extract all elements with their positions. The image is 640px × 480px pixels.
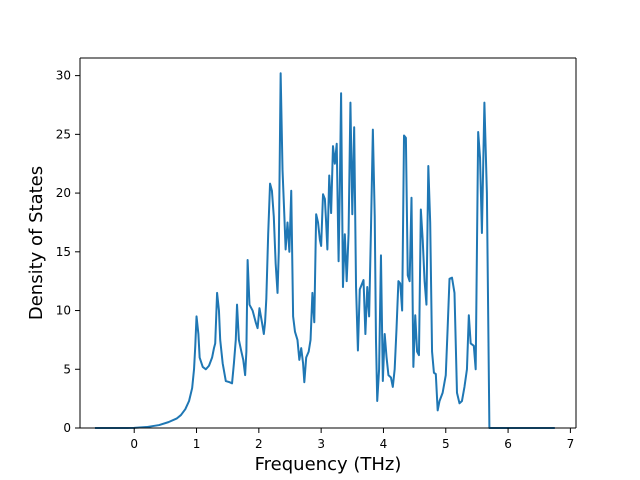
y-tick-label: 5: [63, 362, 71, 376]
y-axis-label: Density of States: [26, 166, 47, 320]
x-tick-label: 2: [255, 437, 263, 451]
y-tick-label: 25: [56, 127, 71, 141]
y-tick-label: 30: [56, 69, 71, 83]
x-tick-label: 4: [380, 437, 388, 451]
axes-frame: [79, 57, 577, 429]
x-tick-label: 3: [317, 437, 325, 451]
x-tick-label: 7: [567, 437, 575, 451]
x-tick-label: 5: [442, 437, 450, 451]
x-tick-label: 0: [130, 437, 138, 451]
y-ticks: 0 5 10 15 20 25 30: [56, 69, 80, 435]
y-tick-label: 0: [63, 421, 71, 435]
x-axis-label: Frequency (THz): [255, 454, 402, 475]
x-tick-label: 1: [193, 437, 201, 451]
data-layer: [94, 72, 555, 429]
series-line-0: [94, 72, 555, 429]
y-tick-label: 20: [56, 186, 71, 200]
y-tick-label: 10: [56, 304, 71, 318]
y-tick-label: 15: [56, 245, 71, 259]
x-tick-label: 6: [504, 437, 512, 451]
x-ticks: 0 1 2 3 4 5 6 7: [130, 428, 574, 451]
